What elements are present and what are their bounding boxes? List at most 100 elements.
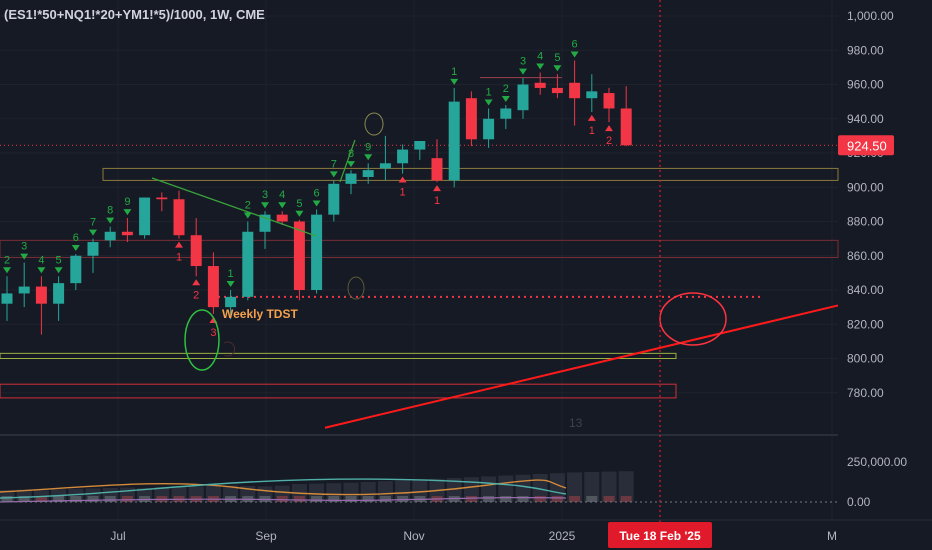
volume-base-bar bbox=[1, 496, 13, 502]
count-label: 9 bbox=[124, 196, 130, 208]
price-tick-label: 820.00 bbox=[847, 317, 884, 331]
volume-tick-label: 0.00 bbox=[847, 495, 871, 509]
volume-base-bar bbox=[483, 496, 495, 502]
count-arrow-up bbox=[433, 185, 441, 192]
volume-bar bbox=[567, 472, 583, 502]
time-tick-label: M bbox=[827, 529, 837, 543]
candles bbox=[1, 60, 632, 335]
volume-base-bar bbox=[397, 496, 409, 502]
count-label: 8 bbox=[107, 205, 113, 217]
count-arrow-up bbox=[192, 279, 201, 286]
volume-base-bar bbox=[362, 496, 374, 502]
count-label: 8 bbox=[348, 148, 354, 160]
count-arrow-down bbox=[553, 65, 562, 72]
count-label: 5 bbox=[56, 254, 62, 266]
volume-ma-purple bbox=[0, 497, 567, 503]
last-price-badge bbox=[838, 135, 894, 156]
candle-body bbox=[551, 87, 563, 94]
volume-base-bar bbox=[569, 496, 581, 502]
candle-body bbox=[603, 93, 615, 109]
symbol-title[interactable]: (ES1!*50+NQ1!*20+YM1!*5)/1000, 1W, CME bbox=[4, 7, 265, 22]
tdst-label: Weekly TDST bbox=[222, 307, 298, 321]
volume-base-bar bbox=[603, 496, 615, 502]
count-label: 3 bbox=[210, 327, 216, 339]
count-label: 4 bbox=[279, 189, 285, 201]
volume-base-bar bbox=[517, 496, 529, 502]
count-arrow-down bbox=[295, 210, 304, 217]
target-ellipse-red bbox=[659, 292, 727, 346]
count-arrow-down bbox=[519, 68, 527, 75]
count-arrow-up bbox=[605, 125, 613, 132]
volume-base-bar bbox=[104, 496, 116, 502]
volume-base-bar bbox=[586, 496, 598, 502]
count-label: 3 bbox=[21, 241, 27, 253]
price-tick-label: 800.00 bbox=[847, 352, 884, 366]
count-arrow-down bbox=[347, 161, 355, 168]
grid-lines bbox=[0, 434, 838, 436]
count-arrow-down bbox=[278, 202, 287, 209]
last-price-label: 924.50 bbox=[847, 138, 887, 153]
count-arrow-down bbox=[450, 78, 459, 85]
count-arrow-down bbox=[226, 281, 235, 287]
candle-body bbox=[483, 118, 495, 140]
volume-ma-orange bbox=[0, 479, 567, 496]
faded-ellipse-olive bbox=[347, 276, 365, 300]
candle-body bbox=[173, 199, 185, 236]
count-label: 6 bbox=[572, 39, 578, 51]
count-arrow-down bbox=[37, 267, 46, 274]
count-arrow-up bbox=[175, 241, 183, 248]
count-label: 2 bbox=[503, 83, 509, 95]
candle-body bbox=[242, 231, 254, 297]
time-tick-label: 2025 bbox=[549, 529, 576, 543]
price-tick-label: 860.00 bbox=[847, 249, 884, 263]
cursor-time-badge bbox=[608, 522, 712, 548]
candle-body bbox=[207, 266, 219, 308]
count-label: 2 bbox=[4, 254, 10, 266]
candle-body bbox=[18, 286, 30, 294]
price-tick-label: 780.00 bbox=[847, 386, 884, 400]
price-tick-label: 1,000.00 bbox=[847, 9, 894, 23]
count-label: 9 bbox=[365, 141, 371, 153]
count-arrow-down bbox=[501, 96, 510, 103]
count-label: 1 bbox=[228, 268, 234, 280]
volume-base-bar bbox=[379, 496, 391, 502]
candle-body bbox=[293, 221, 305, 290]
count-arrow-up bbox=[398, 176, 407, 183]
candle-body bbox=[431, 158, 443, 181]
count-arrow-down bbox=[570, 51, 579, 58]
candle-body bbox=[139, 197, 151, 236]
count-arrow-down bbox=[312, 200, 321, 207]
candle-body bbox=[414, 141, 426, 150]
count-label: 7 bbox=[331, 158, 337, 170]
price-tick-label: 960.00 bbox=[847, 78, 884, 92]
count-arrow-down bbox=[364, 154, 373, 161]
volume-base-bar bbox=[551, 496, 563, 502]
count-label: 6 bbox=[73, 232, 79, 244]
time-tick-label: Nov bbox=[403, 529, 424, 543]
time-tick-label: Jul bbox=[110, 529, 125, 543]
count-label: 2 bbox=[606, 135, 612, 147]
volume-bar bbox=[601, 471, 617, 502]
count-label: 7 bbox=[90, 217, 96, 229]
candle-body bbox=[534, 82, 546, 88]
volume-tick-label: 250,000.00 bbox=[847, 455, 907, 469]
candle-body bbox=[328, 183, 340, 215]
volume-base-bar bbox=[35, 496, 47, 502]
candle-body bbox=[517, 84, 529, 111]
candle-body bbox=[104, 231, 116, 241]
count-arrow-up bbox=[587, 114, 596, 121]
volume-base-bar bbox=[293, 496, 305, 502]
faded-number: 13 bbox=[569, 416, 583, 430]
candle-body bbox=[35, 286, 47, 304]
volume-base-bar bbox=[87, 496, 99, 502]
count-label: 2 bbox=[193, 289, 199, 301]
candle-body bbox=[53, 283, 65, 304]
candle-body bbox=[500, 108, 512, 119]
candle-body bbox=[586, 91, 598, 99]
count-label: 3 bbox=[520, 56, 526, 68]
highlight-ellipse-green bbox=[184, 309, 220, 371]
candle-body bbox=[362, 170, 374, 177]
